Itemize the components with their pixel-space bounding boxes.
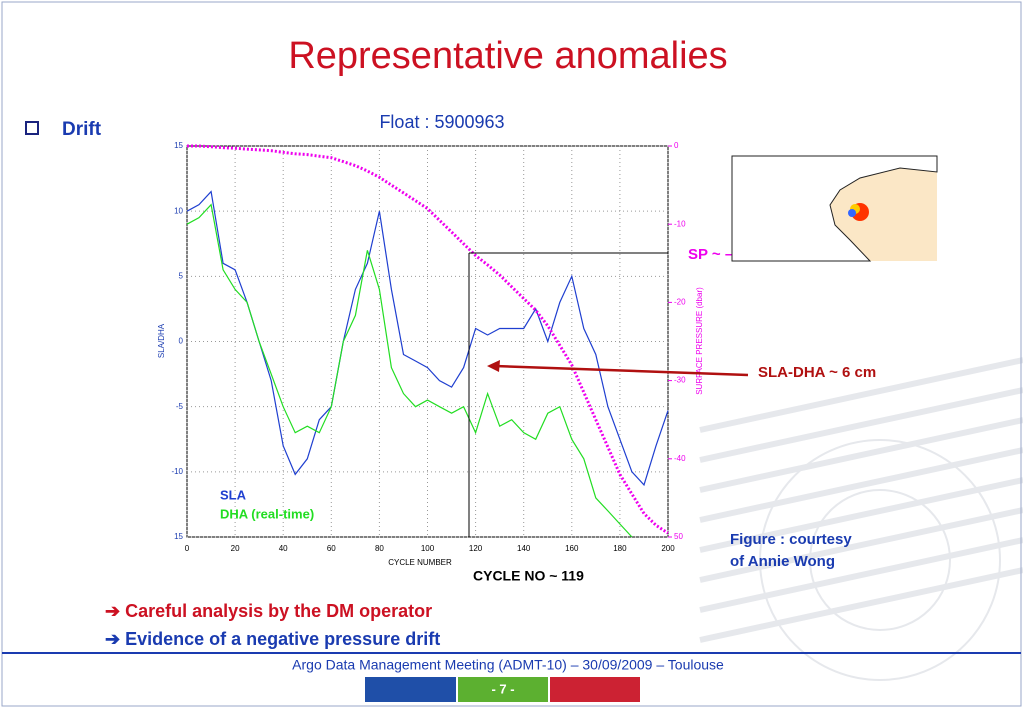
x-tick-label: 100 [421, 544, 435, 553]
point: ➔ Careful analysis by the DM operator [105, 601, 432, 621]
y-tick-label: 5 [179, 271, 184, 280]
y2-axis-label: SURFACE PRESSURE (dbar) [695, 287, 704, 395]
y2-tick-label: -30 [674, 376, 686, 385]
x-tick-label: 180 [613, 544, 627, 553]
decoration [699, 357, 1023, 681]
bullet-icon [25, 121, 39, 135]
map [731, 155, 938, 262]
x-tick-label: 0 [185, 544, 190, 553]
x-axis-label: CYCLE NUMBER [388, 558, 452, 567]
point: ➔ Evidence of a negative pressure drift [105, 629, 440, 649]
x-tick-label: 120 [469, 544, 483, 553]
map-floats [848, 209, 856, 217]
arrow [494, 364, 749, 377]
bullet-text: Drift [62, 119, 102, 140]
y2-tick-label: -10 [674, 219, 686, 228]
x-tick-label: 60 [327, 544, 336, 553]
y2-tick-label: 0 [674, 141, 679, 150]
legend-entry: SLA [220, 487, 247, 502]
page-number: - 7 - [491, 681, 514, 696]
chart-title: Float : 5900963 [379, 112, 504, 132]
footer-bar [550, 677, 640, 702]
footer: Argo Data Management Meeting (ADMT-10) –… [292, 657, 724, 673]
y-tick-label: 0 [179, 337, 184, 346]
arrow-head [487, 360, 500, 372]
y-axis-label: SLA/DHA [157, 323, 166, 358]
credit: Figure : courtesy [730, 531, 852, 548]
y2-tick-label: 50 [674, 532, 683, 541]
series-line [186, 203, 633, 538]
map-ocean [731, 155, 938, 262]
series-line [186, 190, 669, 487]
legend-entry: DHA (real-time) [220, 506, 314, 521]
x-tick-label: 80 [375, 544, 384, 553]
diff-note: SLA-DHA ~ 6 cm [758, 364, 876, 381]
y-tick-label: -10 [171, 467, 183, 476]
x-tick-label: 200 [661, 544, 675, 553]
series-line [187, 144, 669, 535]
y2-tick-label: -40 [674, 454, 686, 463]
y-tick-label: -5 [176, 402, 184, 411]
slide-title: Representative anomalies [288, 35, 727, 77]
x-tick-label: 160 [565, 544, 579, 553]
x-tick-label: 140 [517, 544, 531, 553]
footer-bar [458, 677, 548, 702]
x-tick-label: 40 [279, 544, 288, 553]
footer-bar [365, 677, 456, 702]
x-tick-label: 20 [231, 544, 240, 553]
y2-tick-label: -20 [674, 298, 686, 307]
y-tick-label: 10 [174, 206, 183, 215]
plot: 0 20 40 60 80 100 120 140 160 180 200151050-5-1015… [171, 141, 686, 553]
y-tick-label: 15 [174, 532, 183, 541]
credit: of Annie Wong [730, 553, 835, 570]
cycle-note: CYCLE NO ~ 119 [473, 568, 584, 584]
y-tick-label: 15 [174, 141, 183, 150]
